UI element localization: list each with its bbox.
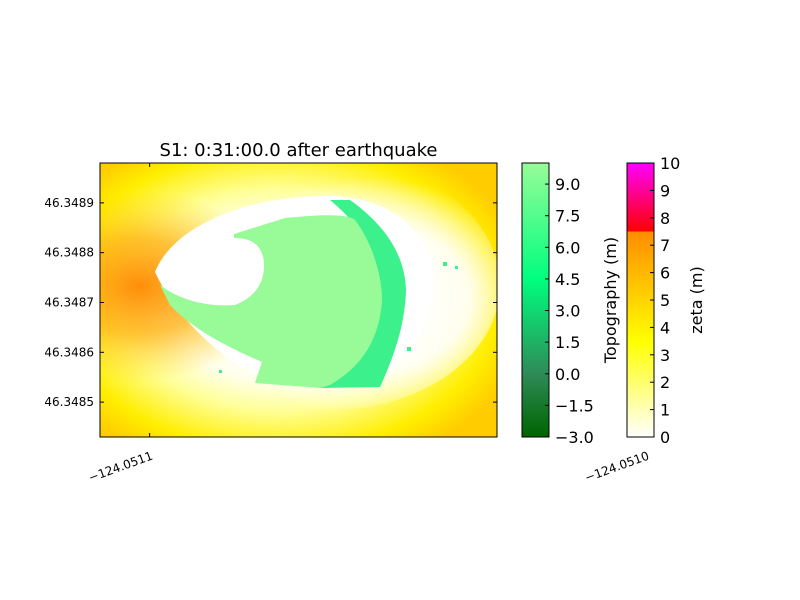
sandbar-speck-2 bbox=[455, 266, 458, 269]
topography-colorbar-label: Topography (m) bbox=[601, 237, 620, 364]
colorbar-tick-label: 7.5 bbox=[555, 207, 580, 226]
topography-colorbar: 9.0 7.5 6.0 4.5 3.0 1.5 0.0 −1.5 −3.0 Topography… bbox=[521, 162, 620, 447]
y-tick-label: 46.3488 bbox=[44, 246, 94, 260]
plot-title: S1: 0:31:00.0 after earthquake bbox=[160, 140, 438, 161]
colorbar-tick-label: 3 bbox=[660, 346, 670, 365]
y-tick-label: 46.3489 bbox=[44, 196, 94, 210]
colorbar-tick-label: 2 bbox=[660, 373, 670, 392]
zeta-colorbar-label: zeta (m) bbox=[687, 266, 706, 333]
colorbar-tick-label: 3.0 bbox=[555, 302, 580, 321]
colorbar-tick-label: −3.0 bbox=[555, 428, 594, 447]
colorbar-tick-label: 1.5 bbox=[555, 333, 580, 352]
x-tick-label: −124.0510 bbox=[583, 449, 651, 485]
colorbar-tick-label: −1.5 bbox=[555, 396, 594, 415]
plot-frame bbox=[99, 162, 498, 438]
topography-colorbar-frame bbox=[521, 162, 550, 438]
y-tick-label: 46.3485 bbox=[44, 395, 94, 409]
sandbar-speck-1 bbox=[443, 262, 447, 266]
x-tick-label: −124.0511 bbox=[87, 449, 155, 485]
colorbar-tick-label: 9 bbox=[660, 181, 670, 200]
colorbar-tick-label: 0.0 bbox=[555, 365, 580, 384]
colorbar-tick-label: 9.0 bbox=[555, 175, 580, 194]
y-tick-label: 46.3487 bbox=[44, 295, 94, 309]
colorbar-tick-label: 6.0 bbox=[555, 238, 580, 257]
island-steep bbox=[320, 200, 406, 388]
colorbar-tick-label: 6 bbox=[660, 264, 670, 283]
colorbar-tick-label: 4 bbox=[660, 318, 670, 337]
topography-colorbar-ticks: 9.0 7.5 6.0 4.5 3.0 1.5 0.0 −1.5 −3.0 bbox=[545, 175, 594, 447]
y-axis: 46.3485 46.3486 46.3487 46.3488 46.3489 bbox=[44, 196, 497, 409]
y-tick-label: 46.3486 bbox=[44, 345, 94, 359]
topography-colorbar-fill bbox=[522, 163, 549, 437]
sandbar-speck-4 bbox=[219, 370, 222, 373]
colorbar-tick-label: 1 bbox=[660, 401, 670, 420]
colorbar-tick-label: 0 bbox=[660, 428, 670, 447]
colorbar-tick-label: 5 bbox=[660, 291, 670, 310]
island-topography bbox=[160, 215, 382, 388]
colorbar-tick-label: 10 bbox=[660, 154, 680, 173]
sandbar-speck-3 bbox=[407, 347, 411, 351]
plot-area bbox=[100, 163, 497, 437]
colorbar-tick-label: 7 bbox=[660, 236, 670, 255]
colorbar-tick-label: 4.5 bbox=[555, 270, 580, 289]
colorbar-tick-label: 8 bbox=[660, 209, 670, 228]
zeta-colorbar-fill bbox=[627, 163, 654, 437]
